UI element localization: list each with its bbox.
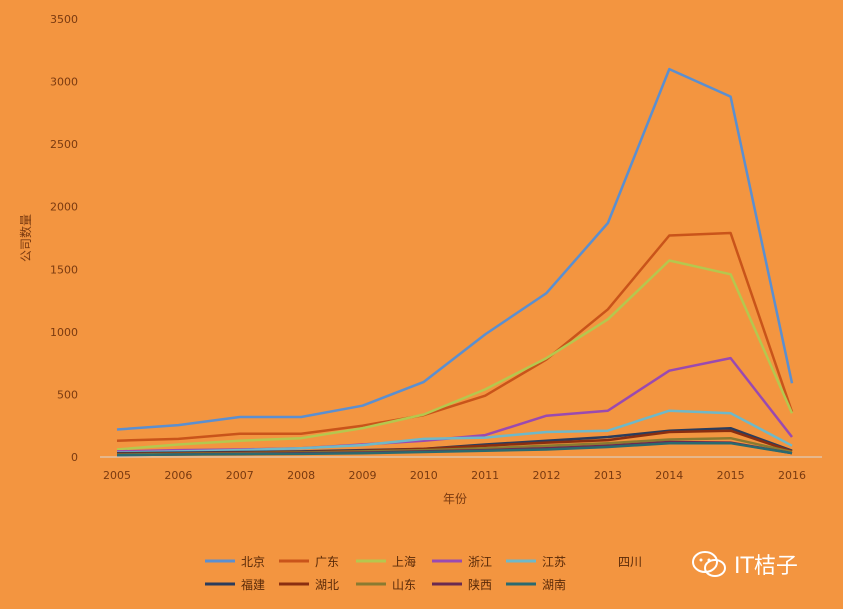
x-tick-label: 2009 [348, 469, 376, 482]
y-axis: 0 500 1000 1500 2000 2500 3000 3500 [50, 13, 78, 464]
watermark: IT桔子 [690, 548, 798, 580]
series-line-10 [116, 441, 793, 457]
legend-label-6: 福建 [241, 577, 265, 592]
y-tick-label: 2500 [50, 138, 78, 151]
x-tick-label: 2010 [410, 469, 438, 482]
legend-label-3: 浙江 [468, 555, 492, 569]
x-tick-label: 2016 [778, 469, 806, 482]
legend-label-1: 广东 [315, 555, 339, 569]
series-line-0 [116, 67, 794, 431]
y-tick-label: 1500 [50, 263, 78, 276]
x-axis-title: 年份 [443, 492, 467, 506]
legend-label-8: 山东 [392, 578, 416, 592]
x-tick-label: 2007 [226, 469, 254, 482]
series-line-2 [116, 259, 794, 451]
x-tick-label: 2011 [471, 469, 499, 482]
series-layer [116, 67, 794, 457]
watermark-text: IT桔子 [734, 554, 798, 579]
y-tick-label: 3000 [50, 76, 78, 89]
x-tick-label: 2014 [655, 469, 683, 482]
x-tick-label: 2015 [717, 469, 745, 482]
legend-label-5: 四川 [618, 555, 642, 569]
series-line-4 [116, 409, 793, 454]
legend-label-7: 湖北 [315, 577, 339, 592]
legend-label-9: 陕西 [468, 577, 492, 592]
y-axis-title: 公司数量 [18, 214, 33, 262]
legend-label-4: 江苏 [542, 555, 566, 569]
x-tick-label: 2008 [287, 469, 315, 482]
series-line-1 [116, 231, 794, 442]
y-tick-label: 3500 [50, 13, 78, 26]
x-tick-label: 2005 [103, 469, 131, 482]
x-tick-label: 2013 [594, 469, 622, 482]
legend-label-2: 上海 [392, 554, 416, 569]
y-tick-label: 500 [57, 388, 78, 401]
x-tick-label: 2006 [164, 469, 192, 482]
wechat-icon [692, 551, 726, 577]
x-axis: 2005 2006 2007 2008 2009 2010 2011 2012 2013 2014… [100, 456, 822, 482]
legend-label-10: 湖南 [542, 577, 566, 592]
x-tick-label: 2012 [533, 469, 561, 482]
y-tick-label: 0 [71, 451, 78, 464]
y-tick-label: 2000 [50, 201, 78, 214]
y-tick-label: 1000 [50, 326, 78, 339]
legend-label-0: 北京 [241, 555, 265, 569]
